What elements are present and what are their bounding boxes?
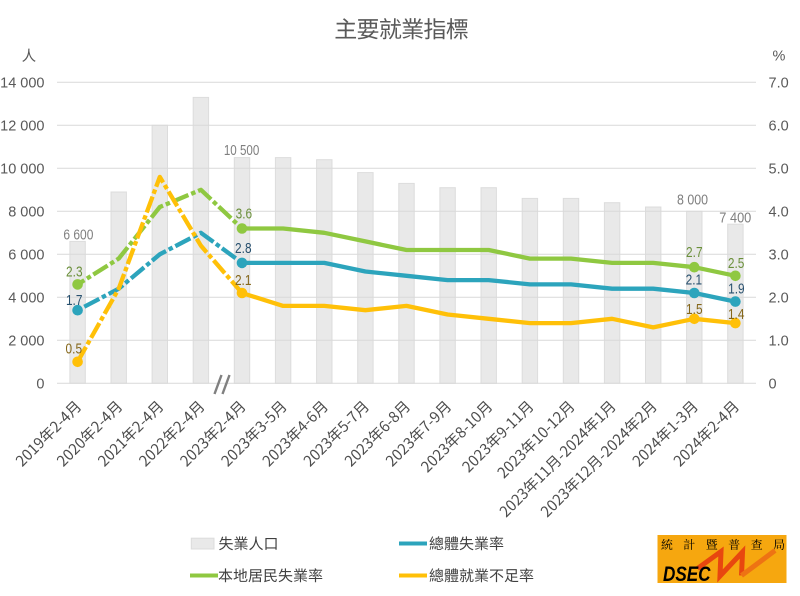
svg-text:2.1: 2.1	[235, 273, 252, 289]
svg-text:%: %	[773, 49, 786, 65]
svg-text:2.3: 2.3	[66, 264, 83, 280]
svg-text:1.9: 1.9	[728, 281, 745, 297]
svg-text:2.8: 2.8	[235, 241, 252, 257]
svg-text:4 000: 4 000	[8, 291, 44, 307]
svg-text:3.0: 3.0	[769, 248, 789, 264]
svg-text:10 500: 10 500	[224, 143, 260, 159]
svg-text:14 000: 14 000	[0, 76, 44, 92]
svg-text:7.0: 7.0	[769, 76, 789, 92]
svg-text:8 000: 8 000	[677, 193, 708, 209]
svg-text:8 000: 8 000	[8, 205, 44, 221]
svg-text:2.0: 2.0	[769, 291, 789, 307]
svg-text:1.0: 1.0	[769, 334, 789, 350]
svg-text:3.6: 3.6	[236, 207, 253, 223]
svg-text:7 400: 7 400	[719, 211, 751, 227]
svg-text:12 000: 12 000	[0, 119, 44, 135]
svg-text:5.0: 5.0	[769, 162, 789, 178]
svg-text:2.1: 2.1	[686, 273, 703, 289]
svg-text:6.0: 6.0	[769, 119, 789, 135]
svg-text:1.4: 1.4	[728, 307, 745, 323]
svg-text:6 000: 6 000	[8, 248, 44, 264]
svg-text:0.5: 0.5	[66, 342, 83, 358]
svg-text:2.7: 2.7	[686, 245, 703, 261]
svg-text:1.7: 1.7	[66, 293, 83, 309]
svg-text:0: 0	[36, 377, 44, 393]
svg-text:4.0: 4.0	[769, 205, 789, 221]
svg-text:6 600: 6 600	[63, 228, 93, 244]
svg-text:10 000: 10 000	[0, 162, 44, 178]
svg-text:2.5: 2.5	[728, 256, 745, 272]
svg-text:DSEC: DSEC	[663, 562, 711, 586]
svg-text:2 000: 2 000	[8, 334, 44, 350]
svg-text:0: 0	[769, 377, 777, 393]
svg-text:1.5: 1.5	[686, 302, 703, 318]
